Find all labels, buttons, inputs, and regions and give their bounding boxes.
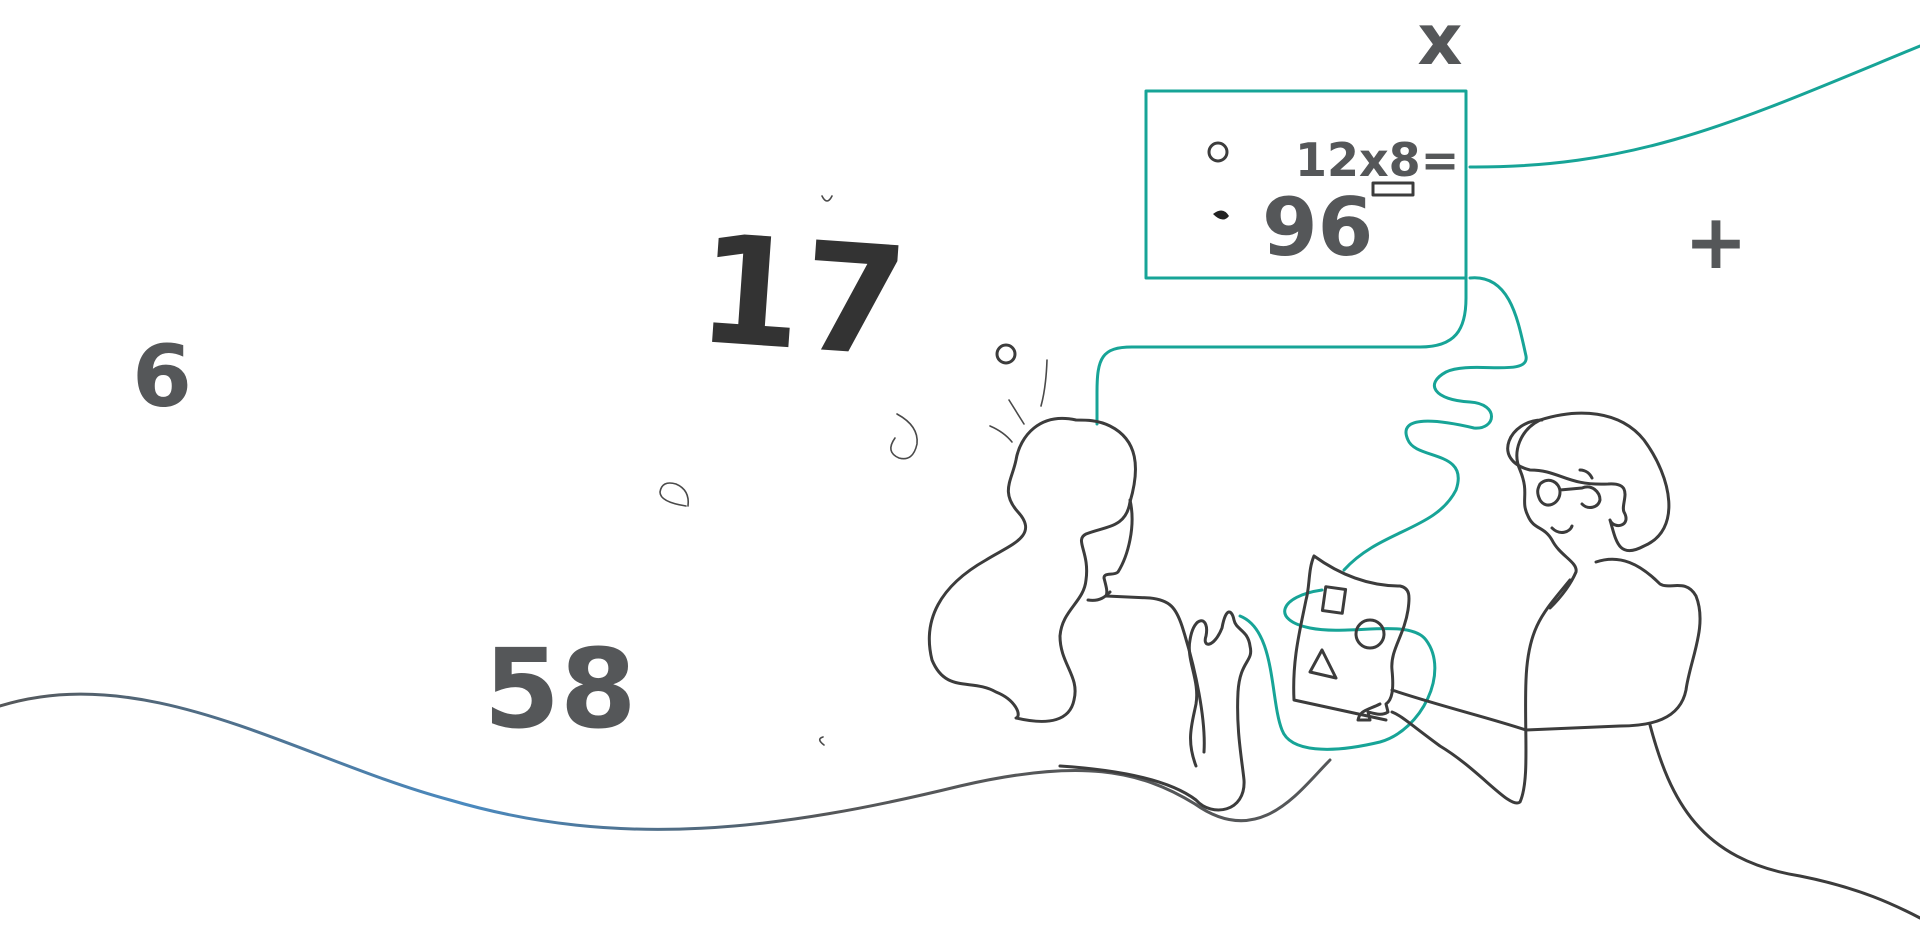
times-symbol: x	[1417, 0, 1462, 81]
teal-curve-top-right	[1468, 44, 1920, 169]
girl-figure	[927, 417, 1253, 812]
equation-board: 12x8= 96	[1144, 89, 1468, 280]
decorative-squiggles	[659, 195, 1048, 746]
tablet-with-shapes	[1292, 554, 1411, 722]
teal-swirl	[1342, 276, 1528, 572]
number-17: 17	[692, 203, 912, 391]
board-dot-icon	[1213, 210, 1229, 220]
plus-symbol: +	[1684, 197, 1748, 286]
board-frame	[1144, 89, 1468, 280]
right-wave	[1648, 723, 1920, 920]
board-answer: 96	[1262, 181, 1373, 274]
circle-shape	[1354, 618, 1386, 650]
man-figure	[1390, 411, 1702, 805]
teal-tablet-loop	[1238, 588, 1437, 751]
triangle-shape	[1308, 648, 1338, 680]
answer-slot	[1371, 181, 1415, 197]
number-6: 6	[132, 327, 192, 427]
ground-wave	[0, 692, 1332, 831]
board-equation: 12x8=	[1295, 133, 1459, 187]
number-58: 58	[483, 625, 636, 753]
teal-board-to-girl	[1095, 276, 1468, 426]
board-ring-icon	[1207, 141, 1229, 163]
square-shape	[1320, 585, 1348, 615]
